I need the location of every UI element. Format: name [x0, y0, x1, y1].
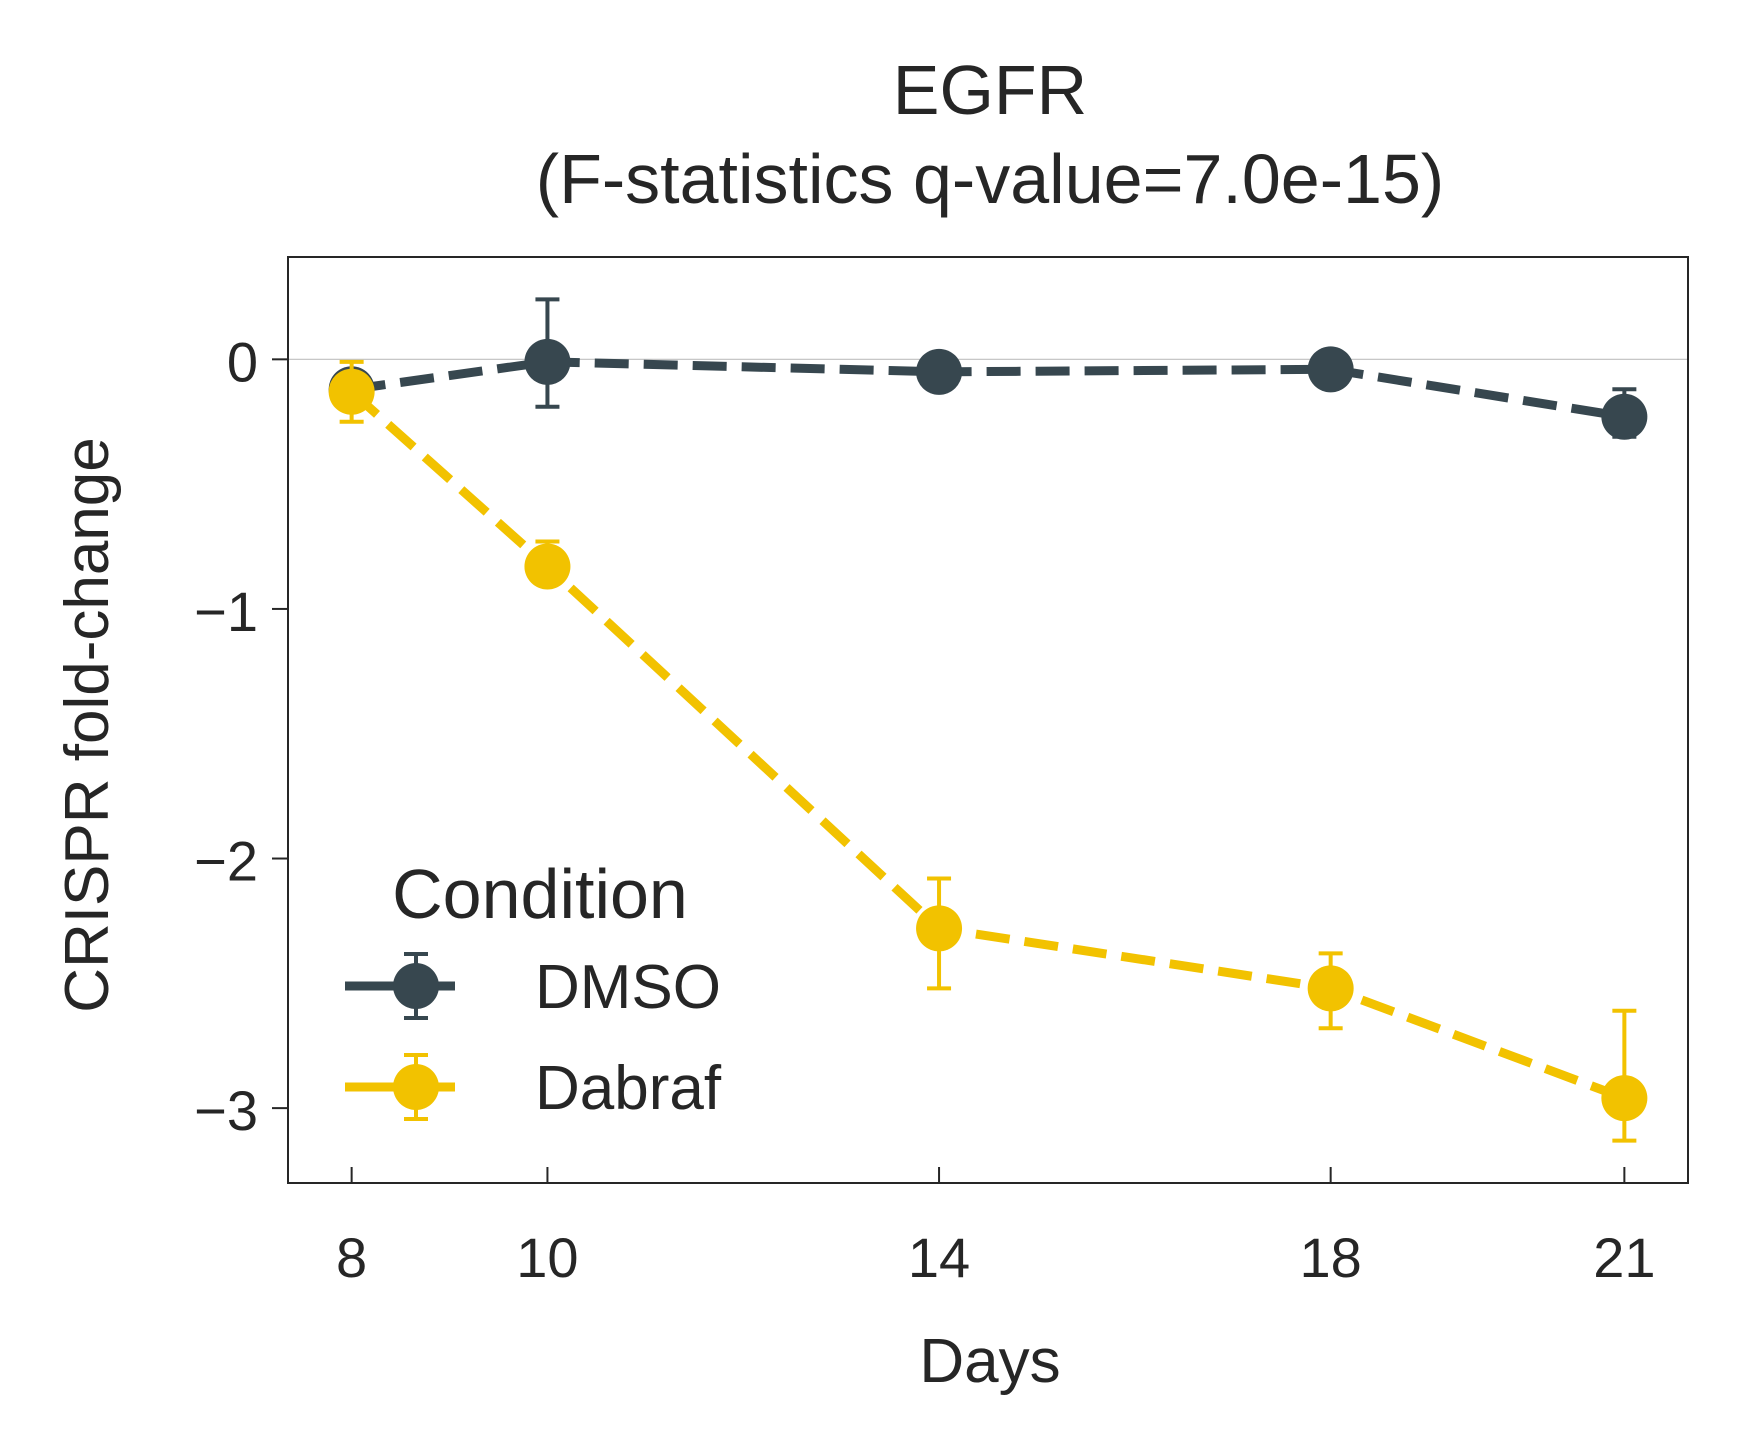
data-point-dabraf	[1307, 965, 1354, 1012]
legend-item-dmso: DMSO	[345, 952, 721, 1022]
chart-subtitle: (F-statistics q-value=7.0e-15)	[536, 140, 1444, 218]
plot-frame	[287, 256, 1689, 1184]
x-tick-label: 10	[516, 1226, 578, 1289]
legend-marker	[393, 963, 439, 1009]
data-point-dmso	[524, 338, 571, 385]
x-tick-label: 8	[336, 1226, 367, 1289]
y-axis-label: CRISPR fold-change	[53, 437, 122, 1013]
series-dabraf	[328, 359, 1648, 1143]
y-tick-label: −2	[194, 830, 258, 893]
x-tick-label: 14	[908, 1226, 970, 1289]
data-point-dmso	[1601, 393, 1648, 440]
legend: Condition DMSO Dabraf	[345, 855, 722, 1123]
data-point-dabraf	[1601, 1075, 1648, 1122]
y-tick-label: 0	[227, 330, 258, 393]
data-point-dabraf	[328, 368, 375, 415]
legend-label-dabraf: Dabraf	[535, 1054, 722, 1123]
legend-marker	[393, 1064, 439, 1110]
x-axis-label: Days	[919, 1327, 1060, 1396]
plot-series	[328, 297, 1648, 1143]
x-axis: 8 10 14 18 21	[336, 1167, 1656, 1289]
data-point-dabraf	[524, 543, 571, 590]
legend-item-dabraf: Dabraf	[345, 1053, 722, 1123]
x-tick-label: 18	[1300, 1226, 1362, 1289]
data-point-dmso	[916, 348, 963, 395]
data-point-dabraf	[916, 905, 963, 952]
chart-title: EGFR	[893, 51, 1087, 129]
y-axis: 0 −1 −2 −3	[194, 330, 288, 1142]
legend-label-dmso: DMSO	[535, 953, 721, 1022]
legend-title: Condition	[392, 855, 688, 933]
series-dmso	[328, 297, 1648, 440]
x-tick-label: 21	[1593, 1226, 1655, 1289]
y-tick-label: −1	[194, 580, 258, 643]
data-point-dmso	[1307, 346, 1354, 393]
y-tick-label: −3	[194, 1079, 258, 1142]
